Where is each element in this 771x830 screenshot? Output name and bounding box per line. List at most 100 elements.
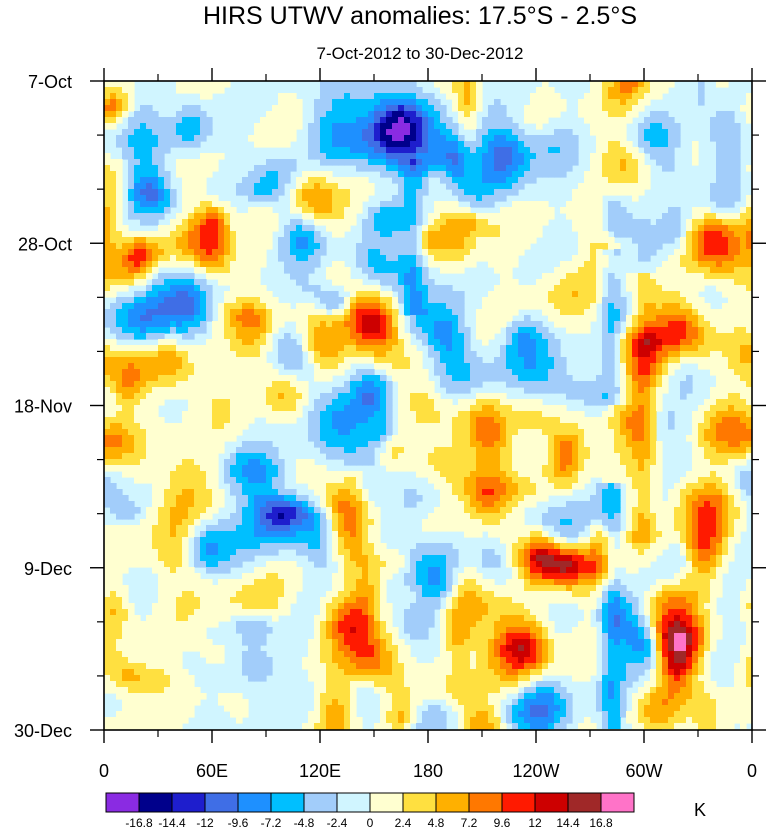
anomaly-cell bbox=[698, 231, 705, 238]
anomaly-cell bbox=[194, 243, 201, 250]
anomaly-cell bbox=[332, 309, 339, 316]
anomaly-cell bbox=[518, 417, 525, 424]
anomaly-cell bbox=[710, 213, 717, 220]
anomaly-cell bbox=[452, 381, 459, 388]
anomaly-cell bbox=[416, 195, 423, 202]
anomaly-cell bbox=[146, 315, 153, 322]
anomaly-cell bbox=[230, 261, 237, 268]
anomaly-cell bbox=[416, 363, 423, 370]
anomaly-cell bbox=[182, 423, 189, 430]
anomaly-cell bbox=[278, 315, 285, 322]
anomaly-cell bbox=[122, 345, 129, 352]
anomaly-cell bbox=[692, 333, 699, 340]
anomaly-cell bbox=[614, 279, 621, 286]
anomaly-cell bbox=[692, 435, 699, 442]
anomaly-cell bbox=[410, 447, 417, 454]
anomaly-cell bbox=[608, 351, 615, 358]
anomaly-cell bbox=[416, 405, 423, 412]
anomaly-cell bbox=[614, 183, 621, 190]
anomaly-cell bbox=[404, 381, 411, 388]
anomaly-cell bbox=[536, 411, 543, 418]
anomaly-cell bbox=[176, 345, 183, 352]
anomaly-cell bbox=[416, 255, 423, 262]
anomaly-cell bbox=[638, 387, 645, 394]
anomaly-cell bbox=[344, 99, 351, 106]
anomaly-cell bbox=[704, 279, 711, 286]
anomaly-cell bbox=[266, 159, 273, 166]
anomaly-cell bbox=[470, 99, 477, 106]
anomaly-cell bbox=[728, 117, 735, 124]
anomaly-cell bbox=[536, 117, 543, 124]
anomaly-cell bbox=[380, 141, 387, 148]
anomaly-cell bbox=[446, 171, 453, 178]
anomaly-cell bbox=[440, 423, 447, 430]
anomaly-cell bbox=[446, 129, 453, 136]
anomaly-cell bbox=[644, 375, 651, 382]
anomaly-cell bbox=[638, 327, 645, 334]
anomaly-cell bbox=[182, 303, 189, 310]
anomaly-cell bbox=[734, 345, 741, 352]
anomaly-cell bbox=[506, 303, 513, 310]
anomaly-cell bbox=[650, 123, 657, 130]
anomaly-cell bbox=[614, 297, 621, 304]
anomaly-cell bbox=[134, 153, 141, 160]
anomaly-cell bbox=[524, 381, 531, 388]
anomaly-cell bbox=[194, 417, 201, 424]
anomaly-cell bbox=[200, 381, 207, 388]
anomaly-cell bbox=[362, 177, 369, 184]
anomaly-cell bbox=[590, 87, 597, 94]
anomaly-cell bbox=[122, 375, 129, 382]
anomaly-cell bbox=[494, 111, 501, 118]
anomaly-cell bbox=[620, 369, 627, 376]
anomaly-cell bbox=[200, 117, 207, 124]
anomaly-cell bbox=[554, 321, 561, 328]
anomaly-cell bbox=[650, 273, 657, 280]
anomaly-cell bbox=[548, 111, 555, 118]
anomaly-cell bbox=[104, 351, 111, 358]
anomaly-cell bbox=[128, 375, 135, 382]
anomaly-cell bbox=[386, 153, 393, 160]
anomaly-cell bbox=[674, 261, 681, 268]
anomaly-cell bbox=[338, 333, 345, 340]
anomaly-cell bbox=[638, 375, 645, 382]
anomaly-cell bbox=[428, 123, 435, 130]
anomaly-cell bbox=[134, 237, 141, 244]
anomaly-cell bbox=[572, 321, 579, 328]
anomaly-cell bbox=[236, 321, 243, 328]
anomaly-cell bbox=[692, 225, 699, 232]
anomaly-cell bbox=[230, 369, 237, 376]
anomaly-cell bbox=[224, 405, 231, 412]
anomaly-cell bbox=[410, 351, 417, 358]
anomaly-cell bbox=[368, 345, 375, 352]
anomaly-cell bbox=[338, 177, 345, 184]
anomaly-cell bbox=[704, 351, 711, 358]
anomaly-cell bbox=[638, 171, 645, 178]
anomaly-cell bbox=[188, 369, 195, 376]
anomaly-cell bbox=[440, 177, 447, 184]
anomaly-cell bbox=[356, 207, 363, 214]
anomaly-cell bbox=[386, 135, 393, 142]
anomaly-cell bbox=[560, 357, 567, 364]
anomaly-cell bbox=[470, 141, 477, 148]
anomaly-cell bbox=[188, 297, 195, 304]
anomaly-cell bbox=[350, 93, 357, 100]
anomaly-cell bbox=[326, 333, 333, 340]
anomaly-cell bbox=[458, 153, 465, 160]
anomaly-cell bbox=[524, 291, 531, 298]
anomaly-cell bbox=[176, 369, 183, 376]
anomaly-cell bbox=[368, 321, 375, 328]
anomaly-cell bbox=[158, 249, 165, 256]
anomaly-cell bbox=[314, 99, 321, 106]
anomaly-cell bbox=[422, 339, 429, 346]
anomaly-cell bbox=[260, 207, 267, 214]
anomaly-cell bbox=[254, 363, 261, 370]
anomaly-cell bbox=[722, 327, 729, 334]
anomaly-cell bbox=[176, 381, 183, 388]
anomaly-cell bbox=[602, 423, 609, 430]
anomaly-cell bbox=[602, 261, 609, 268]
anomaly-cell bbox=[476, 375, 483, 382]
anomaly-cell bbox=[176, 87, 183, 94]
anomaly-cell bbox=[386, 321, 393, 328]
anomaly-cell bbox=[170, 447, 177, 454]
anomaly-cell bbox=[278, 183, 285, 190]
